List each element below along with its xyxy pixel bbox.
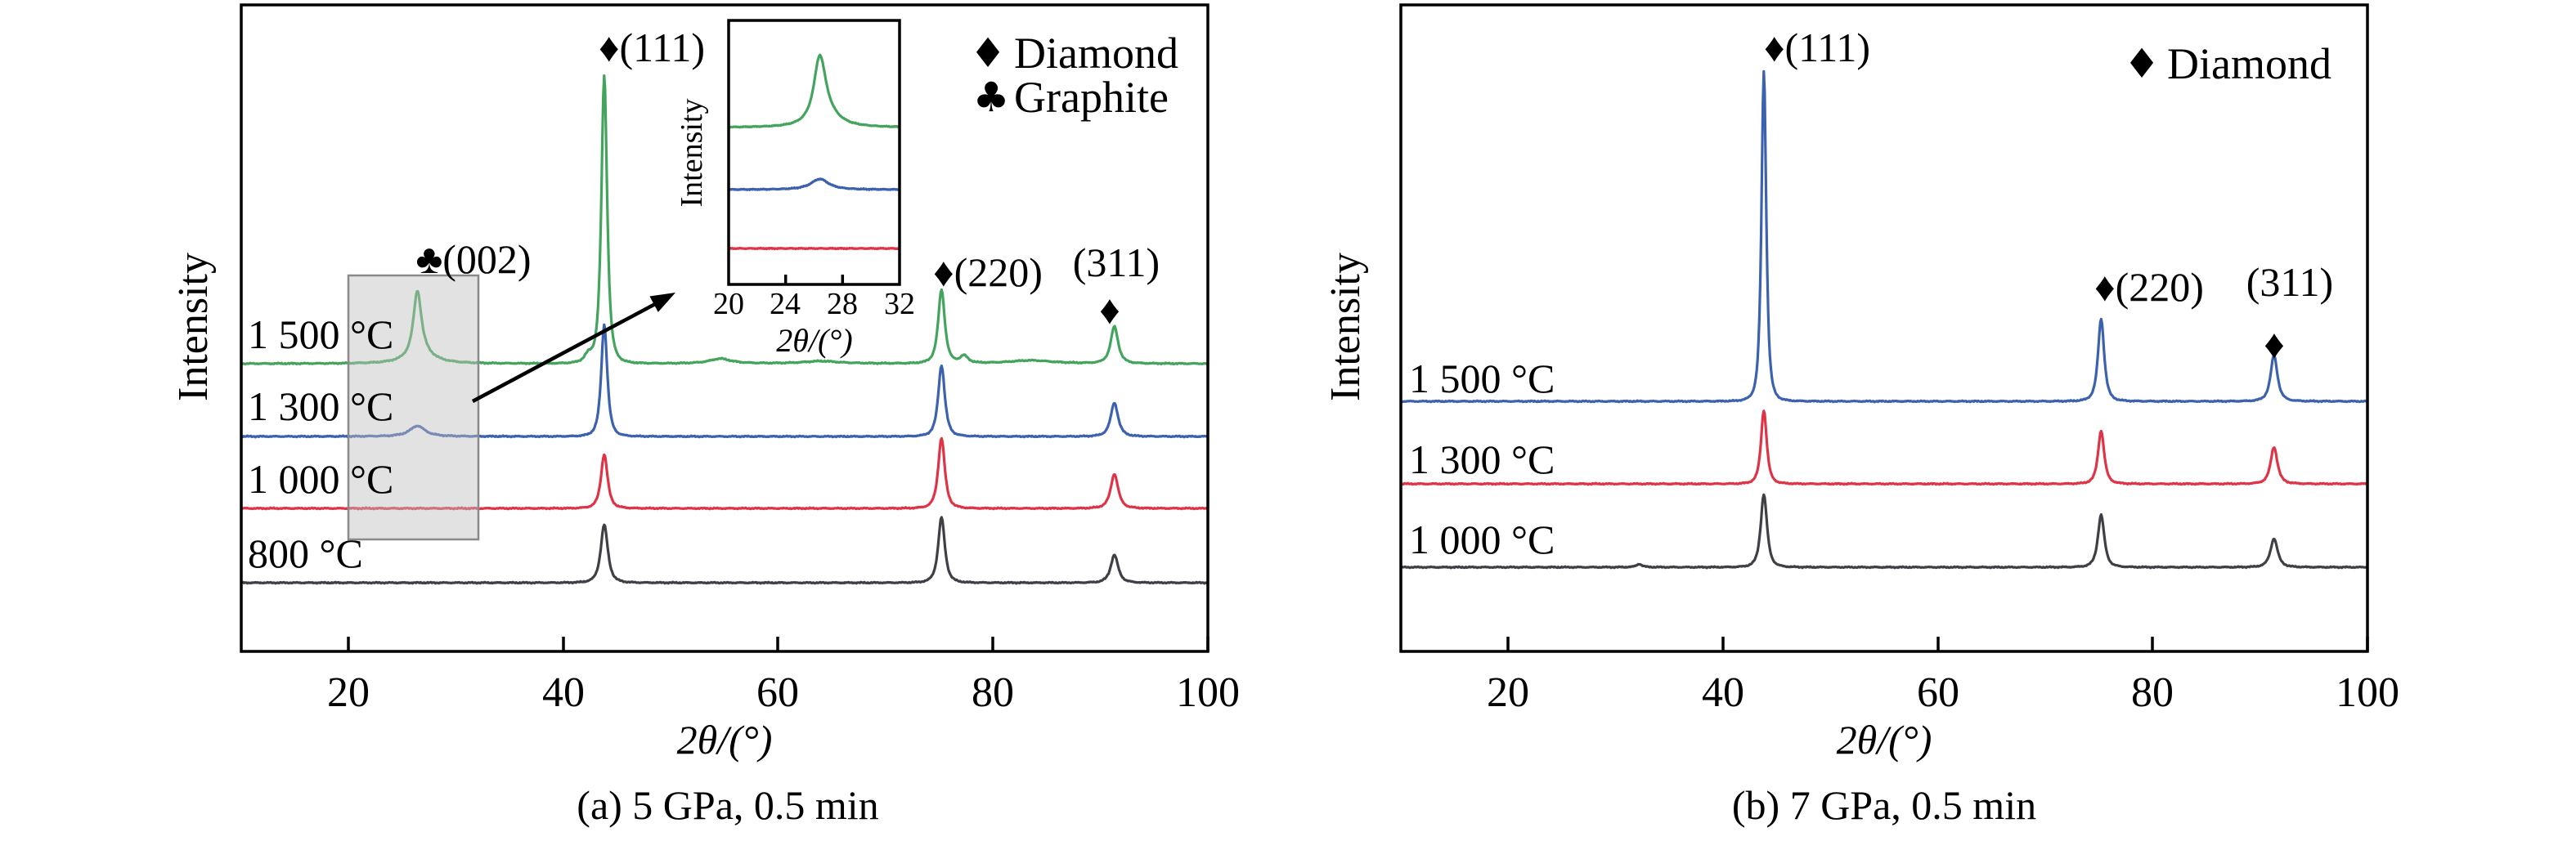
panel-a-legend-graphite: Graphite — [1014, 73, 1169, 122]
panel-b-peak-marker-311-icon: ♦ — [2264, 321, 2285, 367]
panel-a-peak-label-220: ♦(220) — [933, 249, 1043, 295]
xrd-curve-b-1500c — [1401, 69, 2367, 404]
inset-panel: 20 24 28 32 2θ/(°) Intensity — [675, 19, 915, 359]
panel-b-caption: (b) 7 GPa, 0.5 min — [1732, 782, 2036, 828]
inset-yaxis-label: Intensity — [675, 99, 709, 208]
inset-pointer-arrowhead — [649, 293, 675, 312]
panel-b-tick-label-40: 40 — [1702, 669, 1744, 716]
panel-a-yaxis-label: Intensity — [170, 253, 217, 401]
xrd-curve-1000c — [241, 436, 1208, 511]
xrd-curve-b-1000c — [1401, 493, 2367, 570]
xrd-curve-800c — [241, 516, 1208, 585]
panel-a-label-1500c: 1 500 °C — [248, 311, 393, 357]
panel-a-label-1000c: 1 000 °C — [248, 456, 393, 502]
inset-tick-label-20: 20 — [713, 287, 744, 321]
panel-a-label-800c: 800 °C — [248, 530, 363, 576]
panel-b-tick-label-100: 100 — [2336, 669, 2399, 716]
panel-b-peak-label-111: ♦(111) — [1764, 25, 1870, 70]
inset-curve-1500c — [729, 53, 900, 129]
panel-a-tick-label-40: 40 — [542, 669, 585, 716]
panel-a-peak-label-111: ♦(111) — [599, 25, 705, 70]
panel-a-peak-label-002: ♣(002) — [415, 236, 531, 282]
panel-b-tick-label-80: 80 — [2131, 669, 2174, 716]
panel-a-legend-diamond: Diamond — [1014, 29, 1178, 78]
panel-b-curves — [1401, 69, 2367, 570]
highlight-region-box — [347, 274, 480, 541]
panel-a-xaxis-label: 2θ/(°) — [677, 717, 773, 763]
club-legend-icon: ♣ — [973, 74, 1010, 121]
panel-b: 20 40 60 80 100 2θ/(°) Intensity (b) 7 G… — [1322, 3, 2399, 828]
inset-tick-label-28: 28 — [827, 287, 858, 321]
panel-a-peak-label-311: (311) — [1073, 239, 1160, 285]
panel-b-label-1300c: 1 300 °C — [1409, 436, 1555, 482]
panel-a-tick-label-20: 20 — [327, 669, 370, 716]
inset-curves — [729, 53, 900, 251]
inset-tick-label-24: 24 — [770, 287, 801, 321]
panel-a-tick-label-100: 100 — [1176, 669, 1240, 716]
panel-a: 20 40 60 80 100 2θ/(°) Intensity (a) 5 G… — [170, 3, 1240, 828]
inset-frame — [727, 19, 901, 286]
panel-a-caption: (a) 5 GPa, 0.5 min — [577, 782, 878, 828]
xrd-curve-1300c — [241, 323, 1208, 439]
diamond-legend-icon-b: ♦ — [2124, 40, 2161, 87]
panel-b-frame — [1399, 3, 2369, 653]
panel-b-peak-label-220: ♦(220) — [2094, 264, 2204, 310]
panel-b-xaxis-label: 2θ/(°) — [1837, 717, 1932, 763]
panel-a-curves — [241, 74, 1208, 585]
xrd-curve-b-1300c — [1401, 409, 2367, 486]
panel-b-peak-label-311: (311) — [2246, 259, 2333, 305]
panel-a-peak-marker-311-icon: ♦ — [1099, 287, 1120, 333]
inset-background — [729, 20, 900, 284]
xrd-curve-1500c — [241, 74, 1208, 366]
panel-a-frame — [240, 3, 1209, 653]
panel-b-legend-diamond: Diamond — [2167, 39, 2331, 88]
inset-pointer-arrow-line — [471, 302, 658, 403]
panel-b-yaxis-label: Intensity — [1322, 253, 1369, 401]
inset-tick-label-32: 32 — [884, 287, 915, 321]
diamond-legend-icon: ♦ — [970, 29, 1007, 77]
panel-b-label-1500c: 1 500 °C — [1409, 356, 1555, 401]
panel-a-tick-label-60: 60 — [756, 669, 799, 716]
inset-xaxis-label: 2θ/(°) — [776, 322, 852, 359]
panel-a-tick-label-80: 80 — [972, 669, 1014, 716]
panel-b-label-1000c: 1 000 °C — [1409, 517, 1555, 562]
inset-curve-1300c — [729, 177, 900, 191]
panel-a-label-1300c: 1 300 °C — [248, 383, 393, 429]
panel-b-tick-label-60: 60 — [1917, 669, 1959, 716]
panel-b-tick-label-20: 20 — [1487, 669, 1529, 716]
